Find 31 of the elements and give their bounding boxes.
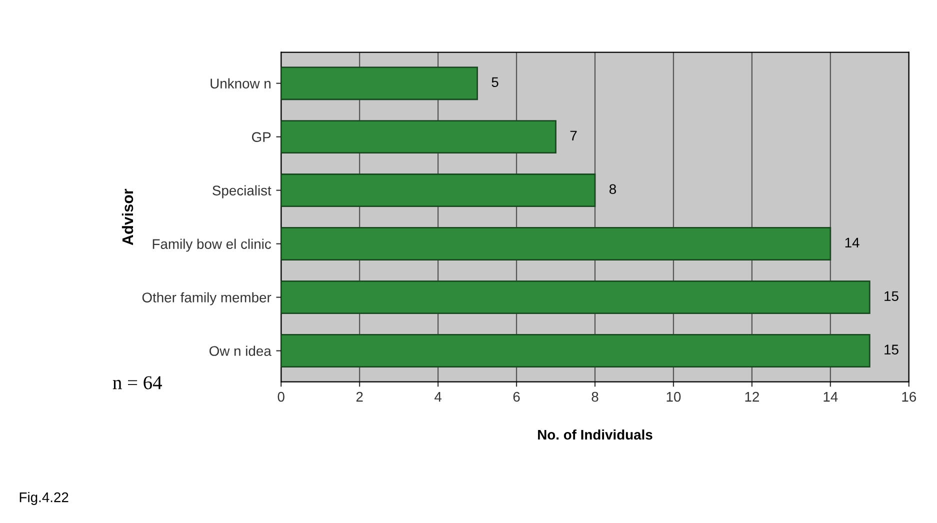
x-tick-label: 8 <box>592 392 598 402</box>
data-label: 8 <box>609 184 616 194</box>
y-tick-label: Unknow n <box>210 78 270 88</box>
data-label: 15 <box>884 344 898 354</box>
y-tick-label: Other family member <box>142 292 272 306</box>
x-tick-label: 0 <box>278 392 284 402</box>
data-label: 15 <box>884 291 898 302</box>
bar <box>281 227 832 261</box>
text: n = 64 <box>112 376 162 390</box>
y-tick-label: GP <box>252 132 271 142</box>
y-tick-label: Ow n idea <box>210 346 272 356</box>
bar <box>281 334 870 368</box>
data-label: 7 <box>570 130 577 140</box>
bar <box>281 66 478 100</box>
bar <box>281 174 596 208</box>
x-tick-label: 6 <box>513 392 520 402</box>
data-label: 5 <box>492 77 498 88</box>
data-label: 14 <box>845 238 860 248</box>
bar <box>281 120 556 154</box>
x-tick-label: 14 <box>824 392 838 402</box>
x-axis-title: No. of Individuals <box>538 429 652 440</box>
x-tick-label: 12 <box>745 392 759 402</box>
caption: Fig.4.22 <box>20 492 68 505</box>
y-tick-label: Specialist <box>212 185 272 198</box>
x-tick-label: 16 <box>902 392 916 402</box>
x-tick-label: 2 <box>356 392 363 402</box>
bar <box>281 280 870 314</box>
x-tick-label: 10 <box>666 392 681 402</box>
y-axis-title: Advisor <box>122 188 134 246</box>
y-tick-label: Family bow el clinic <box>152 238 272 252</box>
x-tick-label: 4 <box>434 392 442 402</box>
